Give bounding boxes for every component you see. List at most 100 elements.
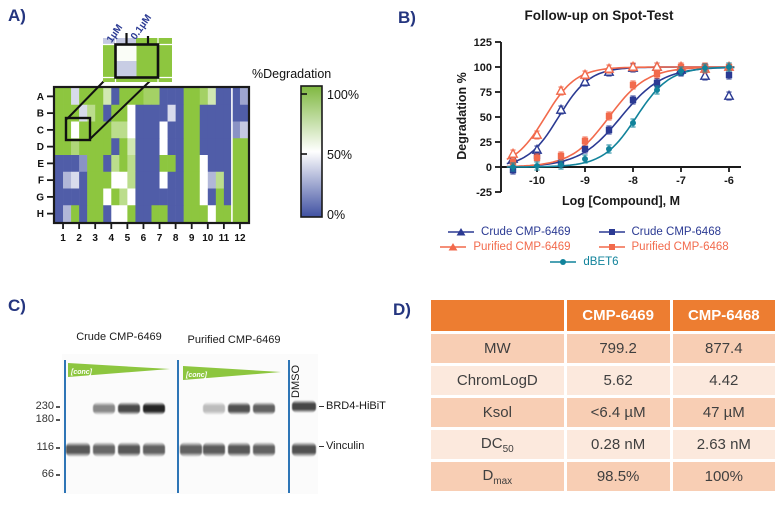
heatmap-cell: [63, 104, 72, 122]
heatmap-cell: [111, 138, 120, 156]
heatmap-cell: [223, 205, 233, 223]
heatmap-cell: [159, 88, 168, 106]
heatmap-cell: [87, 205, 96, 223]
heatmap-cell: [231, 138, 241, 156]
mw-marker: 230: [35, 400, 54, 412]
data-point: [507, 147, 519, 158]
heatmap-cell: [95, 104, 104, 122]
heatmap-cell: [87, 188, 96, 206]
data-point: [579, 68, 591, 79]
heatmap-cell: [87, 155, 96, 173]
legend-item: Crude CMP-6469: [446, 226, 571, 238]
heatmap-cell: [215, 121, 225, 139]
heatmap-cell: [183, 188, 193, 206]
heatmap-cell: [191, 171, 201, 189]
heatmap-cell: [79, 121, 88, 139]
heatmap-cell: [215, 188, 225, 206]
heatmap-cell: [207, 104, 217, 122]
heatmap-cell: [167, 205, 176, 223]
heatmap-cell: [79, 205, 88, 223]
heatmap-cell: [151, 155, 160, 173]
table-cell: 47 µM: [672, 398, 775, 427]
heatmap-cell: [239, 121, 249, 139]
panel-b-dose-response: B) Follow-up on Spot-Test Degradation % …: [389, 0, 778, 290]
lane-divider: [177, 360, 179, 493]
data-point: [533, 154, 541, 162]
data-point: [605, 112, 613, 120]
heatmap-cell: [95, 155, 104, 173]
heatmap-cell: [71, 121, 80, 139]
data-point: [581, 137, 589, 145]
heatmap-cell: [135, 155, 144, 173]
heatmap-cell: [191, 205, 201, 223]
heatmap-cell: [183, 205, 193, 223]
protein-band: [66, 442, 90, 457]
heatmap-cell: [191, 188, 201, 206]
inset-neighbor: [103, 38, 136, 45]
heatmap-cell: [191, 155, 201, 173]
protein-band: [118, 442, 140, 457]
table-cell: 5.62: [566, 366, 670, 395]
x-tick-label: -7: [676, 175, 686, 187]
data-point: [509, 158, 517, 166]
brd4-leader-line: [319, 406, 324, 408]
heatmap-cell: [191, 88, 201, 106]
heatmap-cell: [119, 138, 128, 156]
series-curve: [506, 66, 735, 161]
mw-tick: [56, 406, 60, 408]
row-label: B: [37, 109, 44, 120]
heatmap-cell: [199, 104, 209, 122]
heatmap-cell: [159, 205, 168, 223]
data-point: [629, 81, 637, 89]
heatmap-cell: [111, 155, 120, 173]
row-label: F: [38, 176, 44, 187]
series-curve: [506, 66, 735, 168]
heatmap-cell: [191, 138, 201, 156]
heatmap-cell: [207, 205, 217, 223]
table-cell: 100%: [672, 462, 775, 491]
protein-band: [228, 442, 250, 457]
legend-row: Crude CMP-6469 Crude CMP-6468: [389, 226, 778, 238]
heatmap-cell: [103, 205, 112, 223]
heatmap-cell: [87, 138, 96, 156]
y-tick-label: 100: [474, 62, 492, 74]
legend-marker-icon: [598, 244, 625, 250]
table-cell: 4.42: [672, 366, 775, 395]
protein-band: [253, 442, 275, 457]
highlight-box: [64, 116, 92, 142]
heatmap-cell: [223, 138, 233, 156]
data-point: [531, 128, 543, 139]
protein-band: [180, 442, 202, 457]
heatmap-cell: [231, 121, 241, 139]
heatmap-cell: [119, 205, 128, 223]
heatmap-cell: [71, 88, 80, 106]
heatmap-cell: [63, 155, 72, 173]
protein-band: [93, 442, 115, 457]
conc-label: [conc]: [185, 372, 208, 379]
heatmap-cell: [199, 171, 209, 189]
heatmap-cell: [239, 188, 249, 206]
x-tick-label: -8: [628, 175, 638, 187]
blot-group2-label: Purified CMP-6469: [187, 334, 281, 346]
data-point: [627, 60, 639, 71]
heatmap-cell: [135, 104, 144, 122]
heatmap-cell: [103, 104, 112, 122]
data-point: [605, 126, 613, 134]
heatmap-cell: [135, 205, 144, 223]
table-cell: 799.2: [566, 334, 670, 363]
heatmap-cell: [127, 88, 136, 106]
heatmap-cell: [79, 171, 88, 189]
legend-marker-icon: [550, 259, 577, 265]
heatmap-cell: [231, 171, 241, 189]
heatmap-cell: [167, 155, 176, 173]
protein-band: [93, 402, 115, 415]
y-tick-label: 50: [480, 112, 492, 124]
legend-label: dBET6: [583, 256, 619, 268]
callout-line: [88, 80, 151, 141]
heatmap-cell: [167, 121, 176, 139]
col-label: 6: [141, 233, 147, 244]
heatmap-cell: [95, 205, 104, 223]
heatmap-cell: [151, 188, 160, 206]
heatmap-cell: [239, 155, 249, 173]
heatmap-cell: [199, 155, 209, 173]
